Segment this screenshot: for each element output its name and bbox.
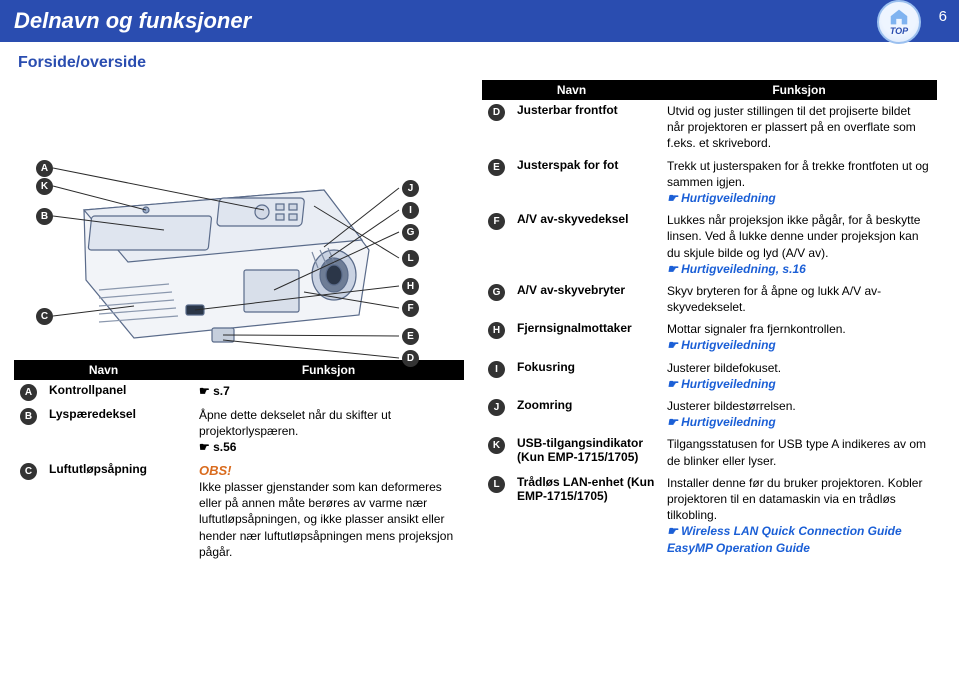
- table-row: I Fokusring Justerer bildefokuset. ☛ Hurtig…: [482, 357, 937, 395]
- section-subtitle: Forside/overside: [18, 54, 959, 72]
- table-row: G A/V av-skyvebryterSkyv bryteren for å å…: [482, 280, 937, 318]
- diagram-bullet-K: K: [36, 178, 53, 195]
- top-icon[interactable]: TOP: [877, 0, 921, 44]
- table-row: K USB-tilgangsindikator (Kun EMP-1715/170…: [482, 433, 937, 471]
- part-name: A/V av-skyvedeksel: [511, 209, 661, 280]
- table-row: J Zoomring Justerer bildestørrelsen. ☛ Hurt…: [482, 395, 937, 433]
- diagram-bullet-I: I: [402, 202, 419, 219]
- table-row: D Justerbar frontfotUtvid og juster still…: [482, 100, 937, 155]
- bullet-icon: F: [488, 213, 505, 230]
- ref-link[interactable]: ☛ Hurtigveiledning, s.16: [667, 262, 806, 276]
- projector-diagram: AKBCJIGLHFED: [14, 80, 464, 360]
- left-parts-table: Navn Funksjon A Kontrollpanel ☛ s.7 B Ly…: [14, 360, 464, 563]
- part-name: Lyspæredeksel: [43, 404, 193, 459]
- bullet-icon: A: [20, 384, 37, 401]
- part-desc: Justerer bildestørrelsen.: [667, 399, 796, 413]
- table-row: F A/V av-skyvedekselLukkes når projeksjon…: [482, 209, 937, 280]
- diagram-bullet-J: J: [402, 180, 419, 197]
- bullet-icon: H: [488, 322, 505, 339]
- bullet-icon: I: [488, 361, 505, 378]
- part-name: Zoomring: [511, 395, 661, 433]
- part-desc: Lukkes når projeksjon ikke pågår, for å …: [667, 213, 920, 259]
- part-name: Luftutløpsåpning: [43, 459, 193, 563]
- part-name: Kontrollpanel: [43, 380, 193, 404]
- th-name: Navn: [482, 80, 661, 100]
- ref-link[interactable]: ☛ s.56: [199, 440, 236, 454]
- bullet-icon: B: [20, 408, 37, 425]
- page-number: 6: [939, 8, 947, 25]
- part-desc: Skyv bryteren for å åpne og lukk A/V av-…: [667, 284, 881, 314]
- table-row: E Justerspak for fotTrekk ut justerspaken…: [482, 155, 937, 210]
- part-name: USB-tilgangsindikator (Kun EMP-1715/1705…: [511, 433, 661, 471]
- part-desc: Utvid og juster stillingen til det proji…: [667, 104, 916, 150]
- part-name: Justerspak for fot: [511, 155, 661, 210]
- ref-link[interactable]: ☛ Hurtigveiledning: [667, 338, 776, 352]
- bullet-icon: E: [488, 159, 505, 176]
- part-desc: Trekk ut justerspaken for å trekke front…: [667, 159, 929, 189]
- right-parts-table: Navn Funksjon D Justerbar frontfotUtvid o…: [482, 80, 937, 559]
- ref-link[interactable]: ☛ s.7: [199, 384, 230, 398]
- diagram-bullet-A: A: [36, 160, 53, 177]
- ref-link[interactable]: ☛ Hurtigveiledning: [667, 377, 776, 391]
- part-name: A/V av-skyvebryter: [511, 280, 661, 318]
- diagram-bullet-G: G: [402, 224, 419, 241]
- diagram-bullet-E: E: [402, 328, 419, 345]
- obs-label: OBS!: [199, 463, 232, 478]
- page-title: Delnavn og funksjoner: [14, 8, 251, 33]
- table-row: B Lyspæredeksel Åpne dette dekselet når …: [14, 404, 464, 459]
- ref-link[interactable]: ☛ Hurtigveiledning: [667, 415, 776, 429]
- part-desc: Mottar signaler fra fjernkontrollen.: [667, 322, 846, 336]
- part-desc: Justerer bildefokuset.: [667, 361, 781, 375]
- bullet-icon: C: [20, 463, 37, 480]
- table-row: A Kontrollpanel ☛ s.7: [14, 380, 464, 404]
- table-row: C Luftutløpsåpning OBS! Ikke plasser gje…: [14, 459, 464, 563]
- page-header: Delnavn og funksjoner TOP 6: [0, 0, 959, 42]
- diagram-bullet-C: C: [36, 308, 53, 325]
- bullet-icon: K: [488, 437, 505, 454]
- part-desc: Åpne dette dekselet når du skifter ut pr…: [199, 408, 391, 438]
- table-row: L Trådløs LAN-enhet (Kun EMP-1715/1705)In…: [482, 472, 937, 559]
- part-desc: Tilgangsstatusen for USB type A indikere…: [667, 437, 926, 467]
- top-icon-label: TOP: [890, 26, 908, 36]
- part-name: Fjernsignalmottaker: [511, 318, 661, 356]
- diagram-bullet-H: H: [402, 278, 419, 295]
- part-desc: Installer denne før du bruker projektore…: [667, 476, 922, 522]
- table-row: H Fjernsignalmottaker Mottar signaler fra …: [482, 318, 937, 356]
- part-desc: Ikke plasser gjenstander som kan deforme…: [199, 480, 453, 559]
- part-name: Justerbar frontfot: [511, 100, 661, 155]
- ref-link[interactable]: ☛ Hurtigveiledning: [667, 191, 776, 205]
- bullet-icon: J: [488, 399, 505, 416]
- bullet-icon: G: [488, 284, 505, 301]
- th-func: Funksjon: [661, 80, 937, 100]
- diagram-bullet-D: D: [402, 350, 419, 367]
- diagram-bullet-L: L: [402, 250, 419, 267]
- part-name: Trådløs LAN-enhet (Kun EMP-1715/1705): [511, 472, 661, 559]
- ref-link[interactable]: EasyMP Operation Guide: [667, 541, 810, 555]
- ref-link[interactable]: ☛ Wireless LAN Quick Connection Guide: [667, 524, 902, 538]
- bullet-icon: D: [488, 104, 505, 121]
- diagram-bullet-F: F: [402, 300, 419, 317]
- part-name: Fokusring: [511, 357, 661, 395]
- diagram-bullet-B: B: [36, 208, 53, 225]
- bullet-icon: L: [488, 476, 505, 493]
